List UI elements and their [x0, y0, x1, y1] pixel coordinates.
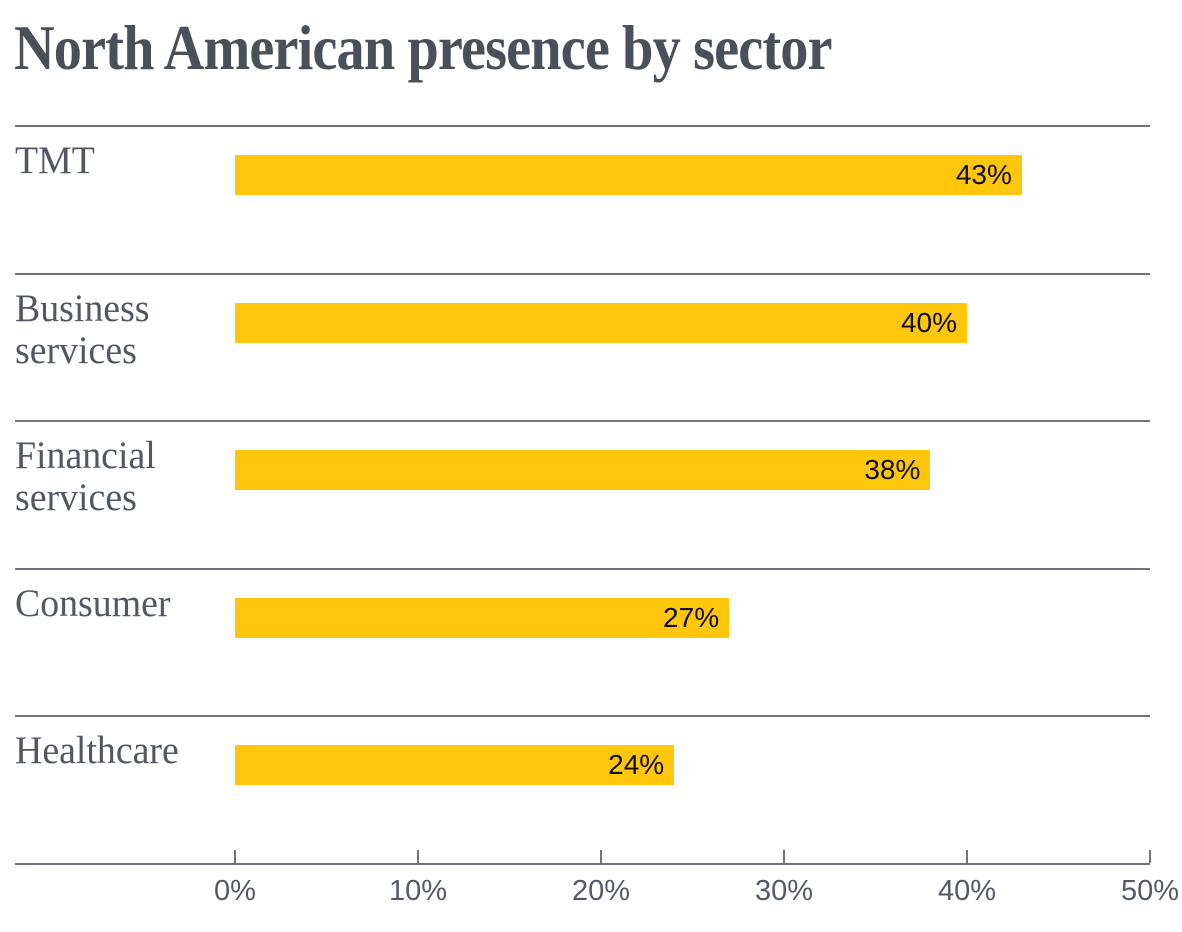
axis-tick-label: 30% — [754, 874, 814, 907]
chart-rows: TMT 43% Business services 40% Financial … — [15, 125, 1150, 863]
chart-row: Business services 40% — [15, 272, 1150, 421]
chart-row: Financial services 38% — [15, 420, 1150, 568]
bar: 24% — [235, 745, 675, 786]
chart-row: Consumer 27% — [15, 567, 1150, 716]
axis-tick-label: 20% — [571, 874, 631, 907]
category-label: TMT — [15, 139, 95, 182]
chart-row: TMT 43% — [15, 125, 1150, 273]
axis-tick-label: 40% — [937, 874, 997, 907]
bar-track: 43% — [235, 127, 1150, 273]
bar: 43% — [235, 155, 1022, 195]
axis-tick — [234, 849, 236, 863]
chart-title: North American presence by sector — [14, 12, 833, 83]
axis-tick — [966, 849, 968, 863]
bar-value-label: 40% — [900, 306, 957, 338]
axis-tick — [600, 849, 602, 863]
axis-tick-label: 0% — [214, 874, 256, 907]
chart-row: Healthcare 24% — [15, 715, 1150, 863]
axis-tick-label: 10% — [388, 874, 448, 907]
axis-tick — [417, 849, 419, 863]
bar: 38% — [235, 450, 931, 491]
bar-value-label: 27% — [663, 601, 720, 633]
axis-tick — [783, 849, 785, 863]
axis-tick-label: 50% — [1120, 874, 1180, 907]
bar-value-label: 24% — [608, 749, 665, 781]
category-label: Business services — [15, 286, 150, 372]
category-label: Consumer — [15, 581, 171, 625]
bar: 27% — [235, 597, 730, 638]
bar-value-label: 43% — [955, 159, 1012, 190]
axis-tick — [1149, 849, 1151, 863]
chart-body: TMT 43% Business services 40% Financial … — [15, 125, 1179, 930]
x-axis: 0% 10% 20% 30% 40% 50% — [15, 849, 1179, 930]
category-label: Financial services — [15, 434, 156, 520]
bar-track: 27% — [235, 570, 1150, 716]
bar: 40% — [235, 302, 967, 343]
bar-track: 24% — [235, 717, 1150, 863]
bar-track: 40% — [235, 275, 1150, 421]
category-label: Healthcare — [15, 729, 179, 773]
bar-track: 38% — [235, 422, 1150, 568]
bar-value-label: 38% — [864, 454, 921, 486]
